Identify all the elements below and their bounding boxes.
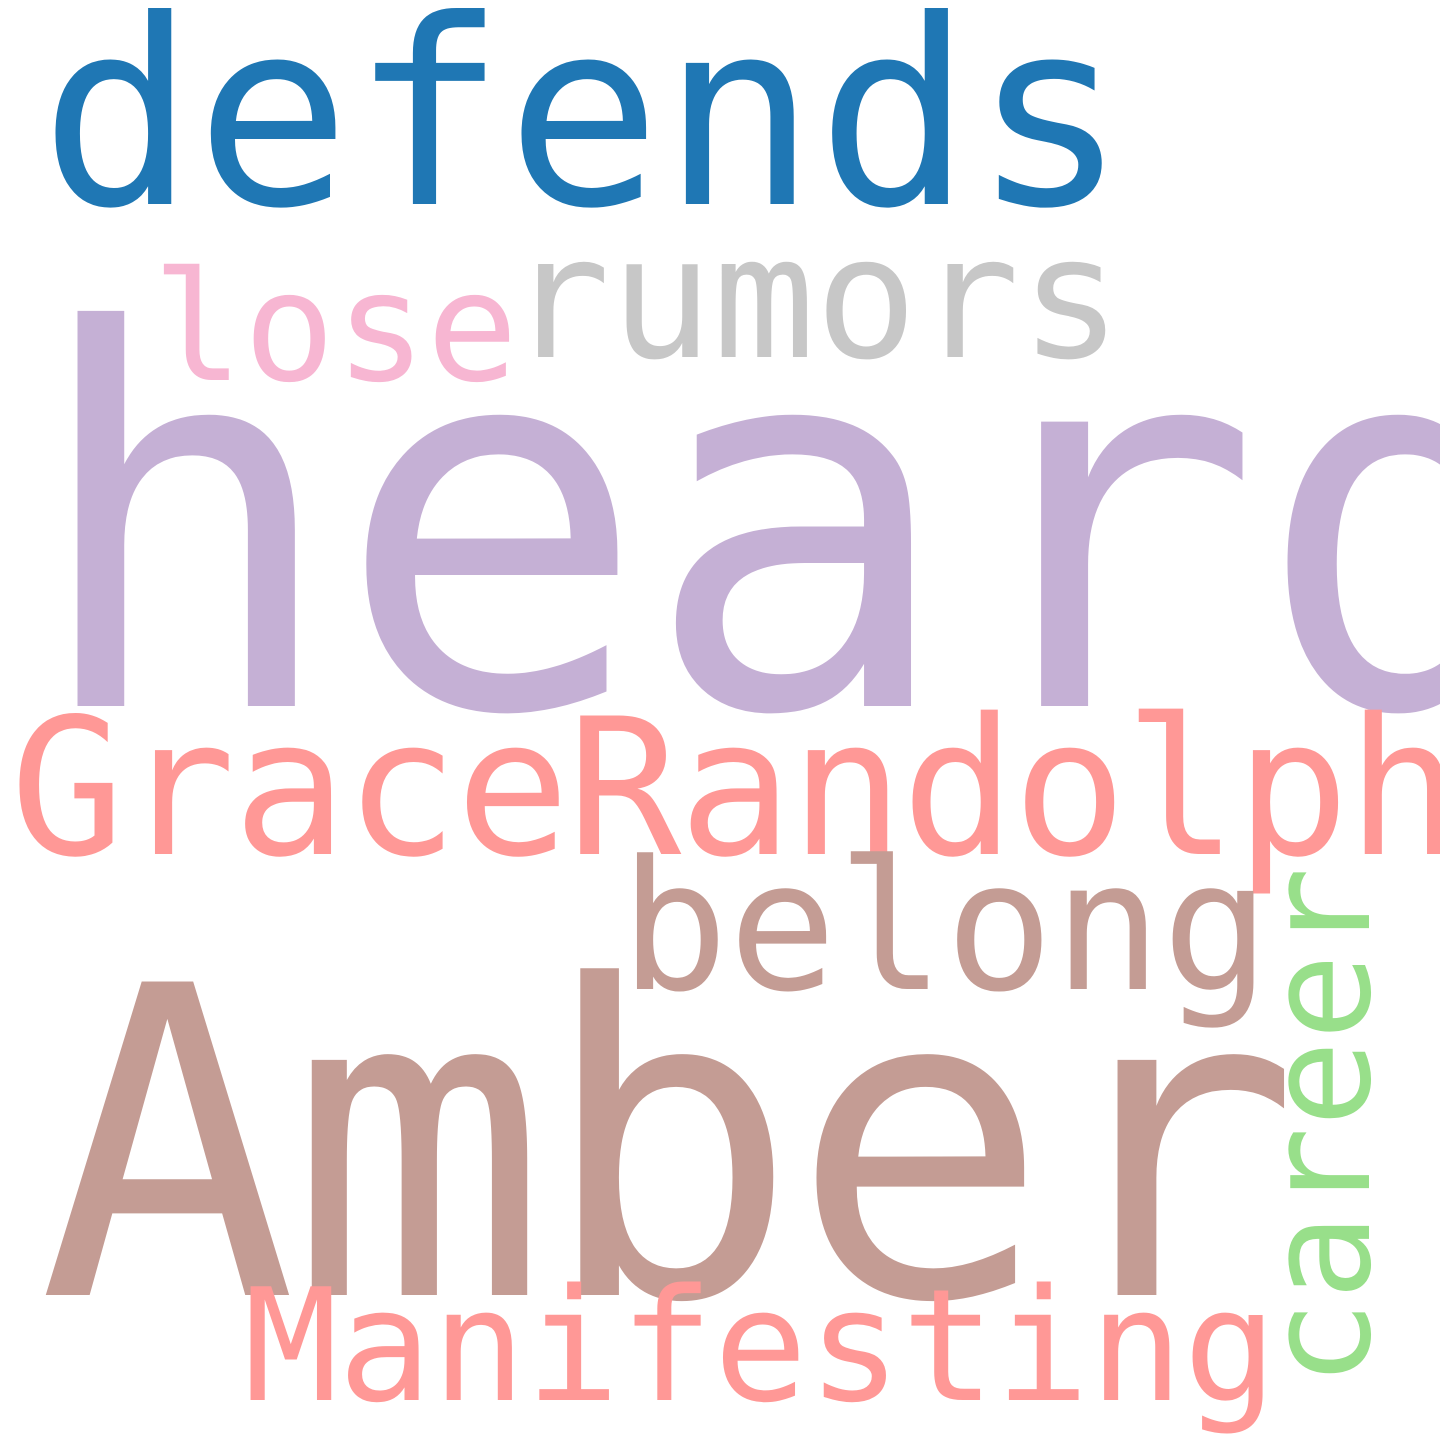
word-career: career: [1235, 866, 1403, 1387]
word-heard: heard: [28, 223, 1440, 829]
word-gracerandolph: GraceRandolph: [10, 678, 1440, 899]
word-manifesting: Manifesting: [244, 1255, 1278, 1437]
word-defends: defends: [40, 0, 1128, 265]
word-amber: Amber: [38, 897, 1300, 1397]
word-rumors: rumors: [508, 200, 1123, 398]
word-lose: lose: [152, 239, 519, 416]
word-belong: belong: [620, 823, 1271, 1032]
